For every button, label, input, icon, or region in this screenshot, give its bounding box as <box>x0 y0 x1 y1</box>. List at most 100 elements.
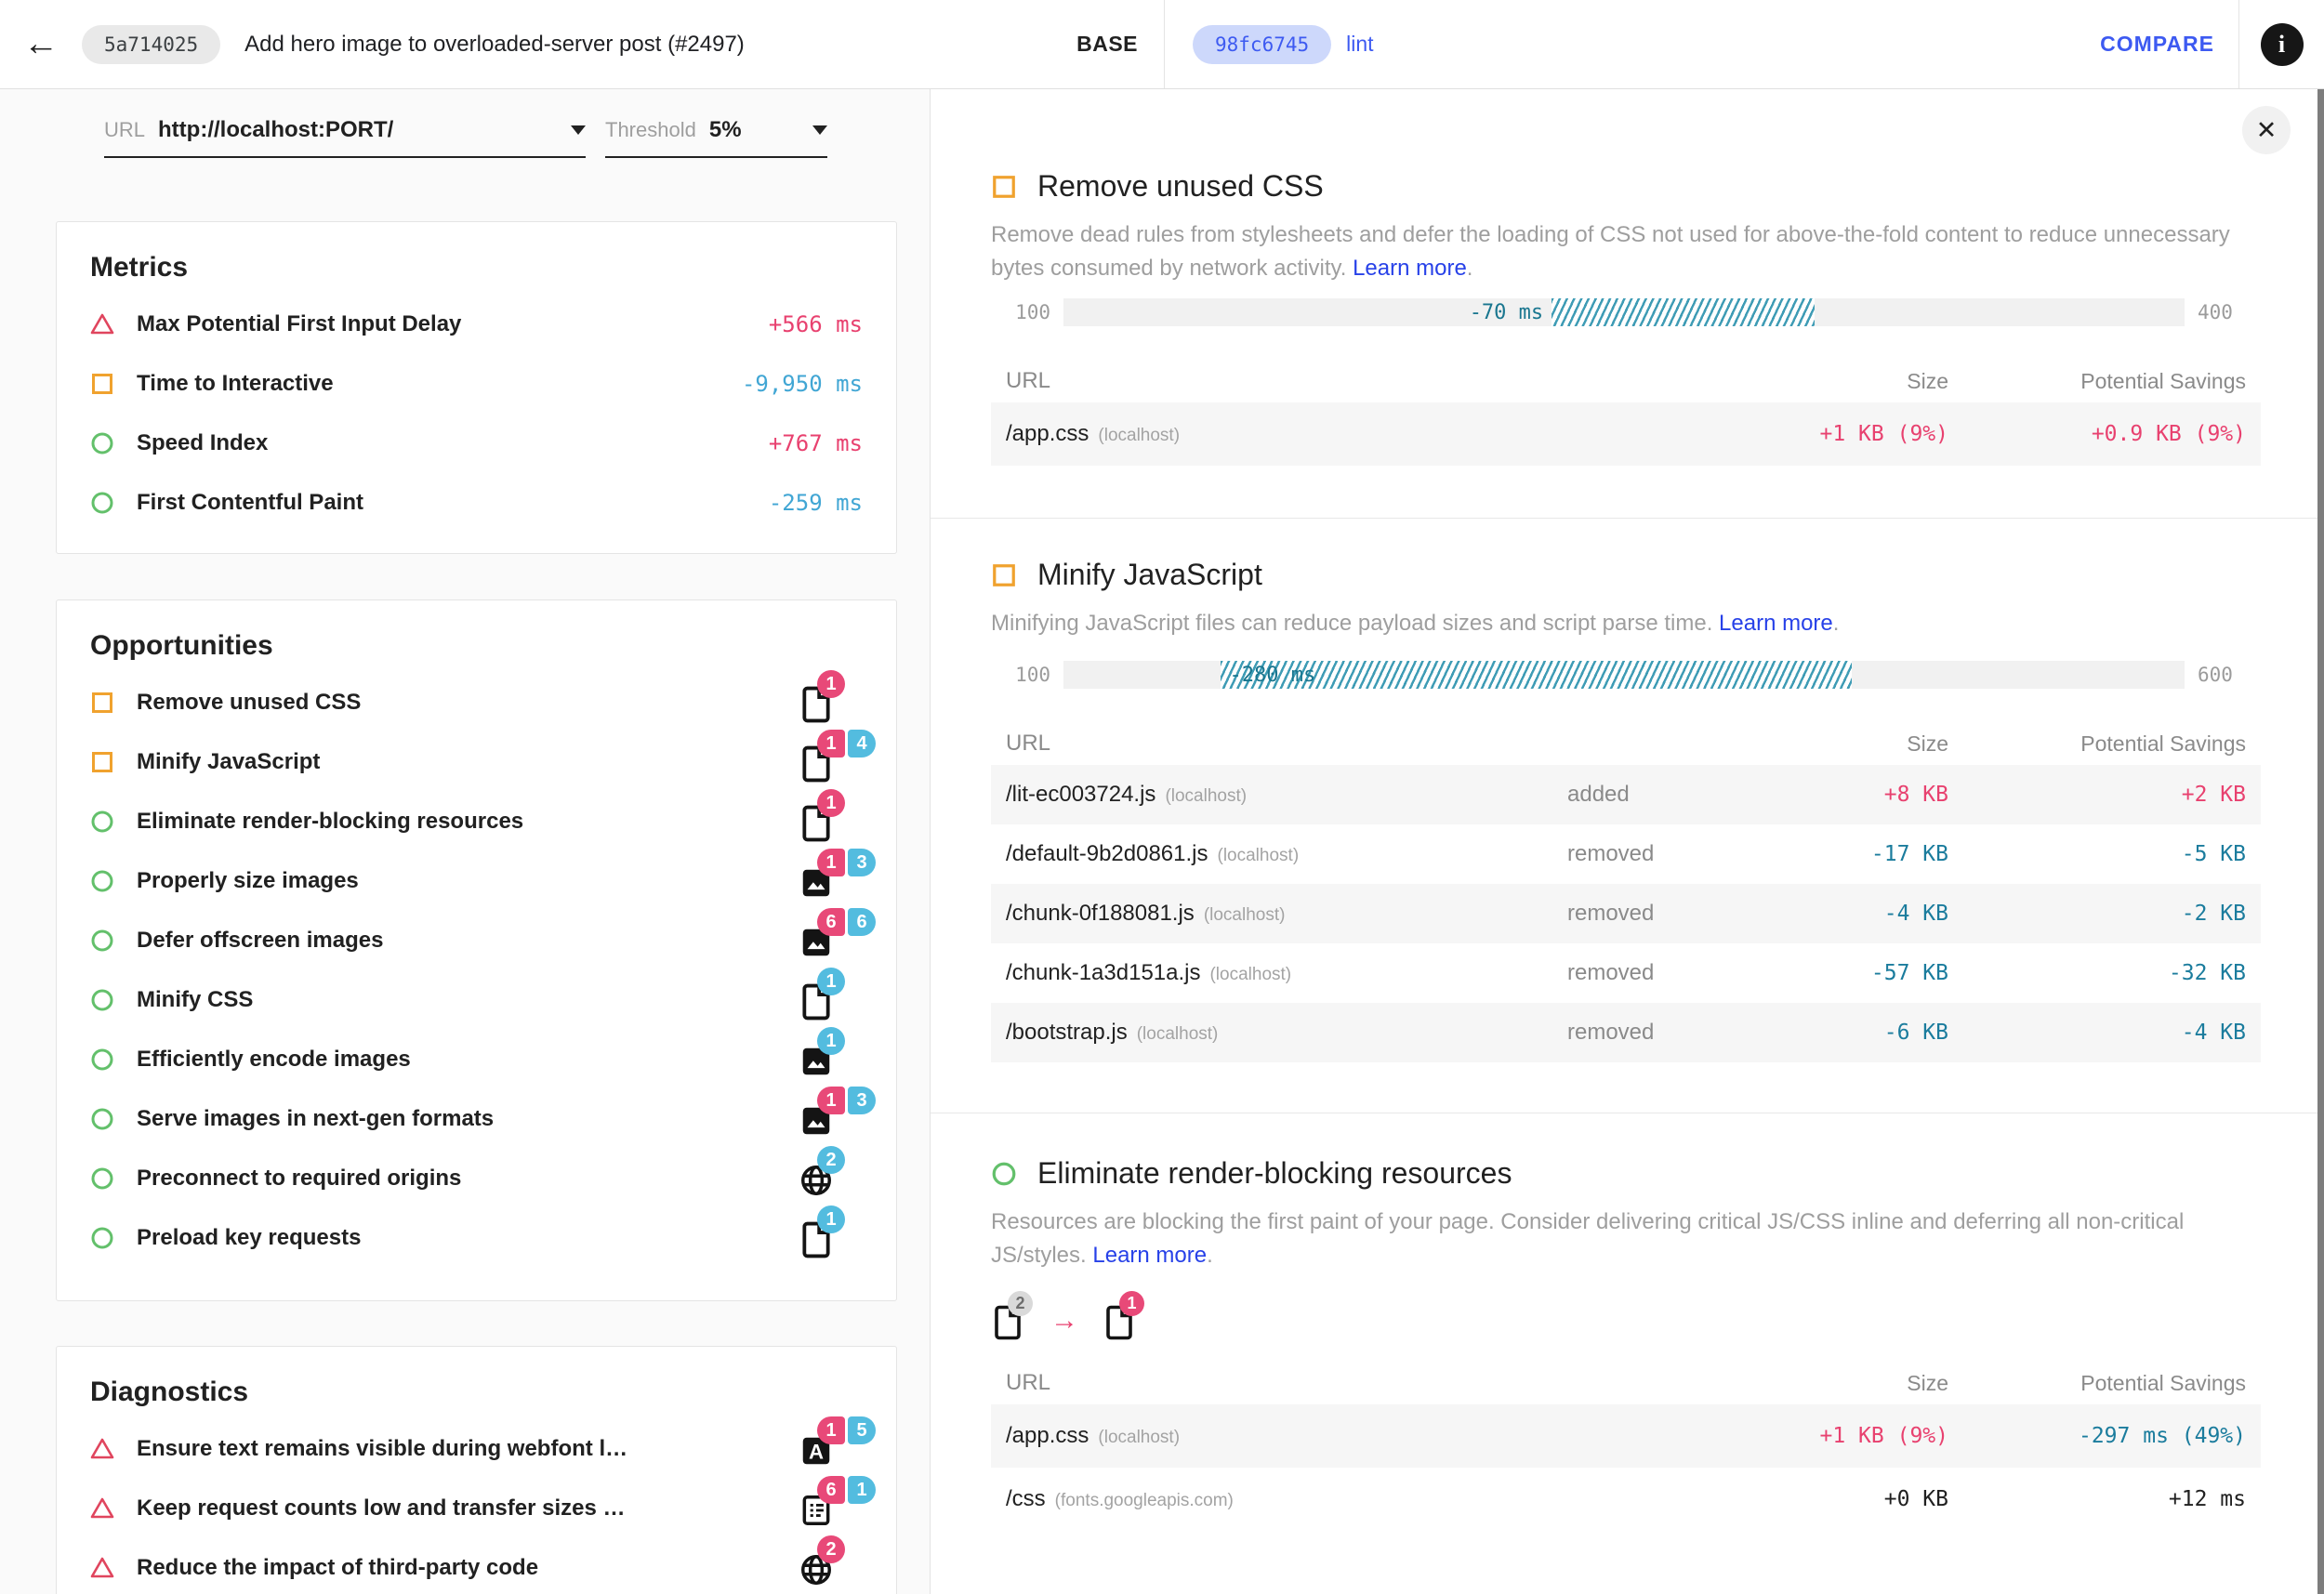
audit-row[interactable]: Efficiently encode images 1 <box>57 1027 896 1089</box>
svg-text:A: A <box>809 1441 824 1464</box>
audit-detail-panel: ✕ Remove unused CSS Remove dead rules fr… <box>930 89 2324 1594</box>
table-header: URL Size Potential Savings <box>991 360 2261 402</box>
compare-commit-hash[interactable]: 98fc6745 <box>1193 24 1332 64</box>
gauge-hatch-region <box>1551 298 1816 326</box>
table-row: /app.css (localhost) +1 KB (9%) -297 ms (… <box>991 1404 2261 1468</box>
table-row: /app.css (localhost) +1 KB (9%) +0.9 KB (… <box>991 402 2261 466</box>
pass-circle-icon <box>91 1167 113 1190</box>
savings-value: +12 ms <box>2168 1487 2246 1511</box>
savings-value: -5 KB <box>2181 842 2246 866</box>
image-icon: 1 <box>799 1027 845 1081</box>
metric-row[interactable]: Speed Index +767 ms <box>57 414 896 473</box>
document-icon: 1 <box>799 670 845 724</box>
section-title: Minify JavaScript <box>1037 558 1262 591</box>
compare-button[interactable]: COMPARE <box>2100 32 2214 56</box>
table-row: /default-9b2d0861.js (localhost) removed … <box>991 824 2261 884</box>
metric-row[interactable]: Max Potential First Input Delay +566 ms <box>57 295 896 354</box>
diagnostics-title: Diagnostics <box>90 1377 249 1407</box>
audit-row[interactable]: Eliminate render-blocking resources 1 <box>57 789 896 851</box>
base-commit-hash[interactable]: 5a714025 <box>82 24 221 64</box>
warn-square-icon <box>92 374 112 394</box>
row-tag: removed <box>1567 901 1655 926</box>
pass-circle-icon <box>91 1048 113 1071</box>
warn-square-icon <box>92 752 112 772</box>
resource-url: /default-9b2d0861.js <box>1006 841 1208 866</box>
threshold-select[interactable]: Threshold 5% <box>605 117 827 158</box>
size-value: +8 KB <box>1883 783 1948 807</box>
resource-host: (localhost) <box>1203 905 1286 925</box>
document-icon: 2 <box>991 1291 1033 1341</box>
opportunities-card: Opportunities Remove unused CSS 1 Minify… <box>56 599 897 1301</box>
diagnostics-card: Diagnostics Ensure text remains visible … <box>56 1346 897 1594</box>
diff-badge-pink: 1 <box>817 1087 845 1114</box>
metric-label: Max Potential First Input Delay <box>137 311 462 336</box>
audit-row[interactable]: Ensure text remains visible during webfo… <box>57 1416 896 1479</box>
savings-value: +0.9 KB (9%) <box>2091 422 2246 446</box>
row-tag: removed <box>1567 960 1655 985</box>
audit-row[interactable]: Remove unused CSS 1 <box>57 670 896 732</box>
metric-row[interactable]: Time to Interactive -9,950 ms <box>57 354 896 414</box>
audit-row[interactable]: Preconnect to required origins 2 <box>57 1146 896 1208</box>
fail-triangle-icon <box>90 1438 114 1459</box>
savings-value: +2 KB <box>2181 783 2246 807</box>
diff-badge-blue: 4 <box>848 730 876 757</box>
back-arrow-icon[interactable]: ← <box>23 24 59 63</box>
close-icon[interactable]: ✕ <box>2242 106 2291 154</box>
learn-more-link[interactable]: Learn more <box>1353 256 1467 281</box>
resource-host: (localhost) <box>1165 786 1248 806</box>
audit-row[interactable]: Keep request counts low and transfer siz… <box>57 1476 896 1538</box>
metric-label: Time to Interactive <box>137 371 334 396</box>
detail-section-remove-unused-css: Remove unused CSS Remove dead rules from… <box>931 126 2324 466</box>
metric-label: First Contentful Paint <box>137 490 363 515</box>
top-bar: ← 5a714025 Add hero image to overloaded-… <box>0 0 2324 89</box>
audit-row[interactable]: Reduce the impact of third-party code 2 <box>57 1535 896 1594</box>
detail-section-eliminate-render-blocking: Eliminate render-blocking resources Reso… <box>931 1113 2324 1531</box>
document-icon: 1 <box>799 968 845 1021</box>
learn-more-link[interactable]: Learn more <box>1719 611 1833 636</box>
pass-circle-icon <box>91 1108 113 1130</box>
savings-value: -4 KB <box>2181 1021 2246 1045</box>
url-select-label: URL <box>104 118 146 141</box>
vertical-scrollbar[interactable] <box>2317 89 2324 1594</box>
table-header: URL Size Potential Savings <box>991 722 2261 765</box>
resource-table: URL Size Potential Savings /app.css (loca… <box>991 360 2261 466</box>
audit-row[interactable]: Minify CSS 1 <box>57 968 896 1030</box>
audit-label: Eliminate render-blocking resources <box>137 809 524 834</box>
url-select[interactable]: URL http://localhost:PORT/ <box>104 117 586 158</box>
opportunities-title: Opportunities <box>90 630 273 661</box>
detail-section-minify-javascript: Minify JavaScript Minifying JavaScript f… <box>931 518 2324 1062</box>
document-icon: 1 <box>1103 1291 1144 1341</box>
count-transition: 2 → 1 <box>991 1291 2261 1347</box>
pass-circle-icon <box>992 1162 1016 1185</box>
learn-more-link[interactable]: Learn more <box>1092 1243 1208 1268</box>
arrow-right-icon: → <box>1050 1305 1078 1336</box>
audit-label: Preload key requests <box>137 1225 362 1250</box>
pass-circle-icon <box>91 870 113 892</box>
resource-host: (localhost) <box>1136 1024 1219 1044</box>
gauge-max: 400 <box>2198 301 2233 323</box>
resource-url: /app.css <box>1006 421 1089 446</box>
size-value: -4 KB <box>1883 902 1948 926</box>
document-icon: 1 <box>799 789 845 843</box>
table-row: /lit-ec003724.js (localhost) added +8 KB … <box>991 765 2261 824</box>
col-size: Size <box>1907 1370 1948 1395</box>
audit-row[interactable]: Preload key requests 1 <box>57 1205 896 1268</box>
row-tag: removed <box>1567 841 1655 866</box>
resource-url: /chunk-1a3d151a.js <box>1006 960 1201 985</box>
audit-label: Properly size images <box>137 868 359 893</box>
info-icon[interactable]: i <box>2260 22 2304 66</box>
document-icon: 1 <box>799 1205 845 1259</box>
info-button-wrap: i <box>2238 0 2324 88</box>
audit-label: Keep request counts low and transfer siz… <box>137 1495 626 1521</box>
header-base-build: ← 5a714025 Add hero image to overloaded-… <box>0 0 1165 88</box>
metric-row[interactable]: First Contentful Paint -259 ms <box>57 473 896 533</box>
warn-square-icon <box>92 692 112 713</box>
